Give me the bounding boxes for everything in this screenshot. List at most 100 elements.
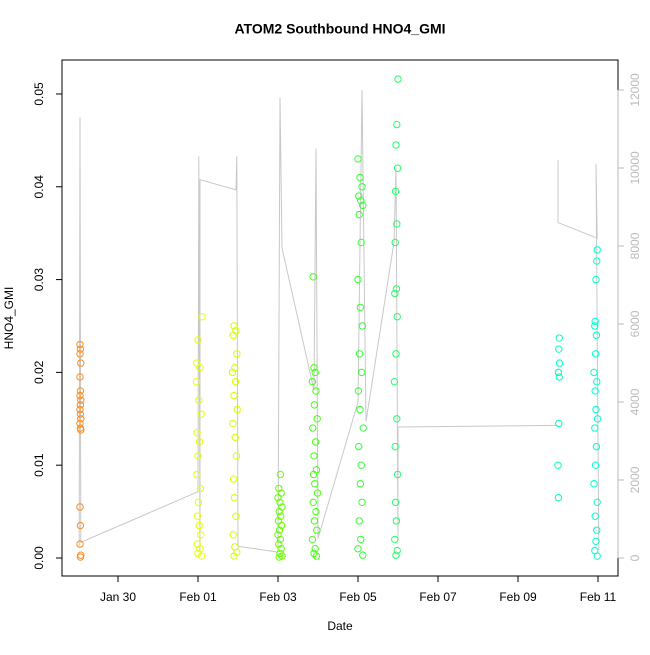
x-tick-label: Jan 30 bbox=[100, 590, 136, 604]
y2-tick-label: 2000 bbox=[628, 466, 642, 493]
point bbox=[593, 526, 601, 534]
y-tick-label: 0.00 bbox=[32, 546, 46, 570]
point bbox=[593, 246, 601, 254]
point bbox=[274, 531, 282, 539]
point bbox=[276, 470, 285, 479]
point bbox=[233, 350, 241, 358]
point bbox=[357, 368, 366, 377]
point bbox=[393, 120, 401, 129]
point bbox=[76, 391, 84, 400]
point bbox=[313, 415, 321, 423]
point bbox=[393, 313, 401, 321]
point bbox=[195, 521, 203, 530]
point bbox=[391, 498, 400, 507]
point bbox=[277, 512, 285, 520]
point bbox=[231, 433, 239, 442]
point bbox=[275, 553, 283, 561]
point bbox=[275, 526, 284, 534]
point bbox=[358, 498, 366, 507]
point bbox=[591, 512, 599, 520]
y-tick-label: 0.03 bbox=[32, 268, 46, 292]
point bbox=[359, 201, 367, 210]
point bbox=[354, 387, 363, 395]
point bbox=[195, 438, 204, 446]
point bbox=[592, 405, 600, 414]
point bbox=[230, 322, 238, 330]
point bbox=[77, 359, 85, 367]
point bbox=[308, 535, 317, 544]
point bbox=[233, 405, 241, 414]
y2-tick-label: 8000 bbox=[628, 232, 642, 259]
point bbox=[555, 373, 563, 381]
point bbox=[274, 493, 282, 502]
point bbox=[310, 364, 318, 372]
point bbox=[192, 377, 201, 386]
point bbox=[196, 364, 204, 372]
point bbox=[391, 187, 400, 196]
point bbox=[229, 531, 237, 539]
point bbox=[229, 475, 238, 483]
point bbox=[311, 438, 320, 446]
point bbox=[195, 396, 203, 404]
point bbox=[391, 442, 399, 451]
point bbox=[275, 540, 283, 548]
point bbox=[76, 410, 85, 418]
point bbox=[76, 345, 85, 353]
point bbox=[555, 419, 563, 428]
point bbox=[312, 387, 320, 395]
point bbox=[193, 470, 201, 479]
point bbox=[591, 317, 599, 326]
point bbox=[354, 155, 362, 163]
x-tick-label: Feb 05 bbox=[339, 590, 377, 604]
point bbox=[392, 551, 400, 559]
point bbox=[193, 512, 202, 520]
point bbox=[310, 401, 319, 409]
point bbox=[357, 238, 365, 247]
y2-tick-label: 12000 bbox=[628, 73, 642, 107]
y-tick-label: 0.01 bbox=[32, 453, 46, 477]
point bbox=[76, 553, 85, 561]
point bbox=[393, 164, 402, 172]
point bbox=[313, 526, 321, 534]
point bbox=[590, 480, 598, 488]
point bbox=[312, 552, 321, 560]
point bbox=[76, 405, 84, 414]
point bbox=[309, 273, 317, 281]
point bbox=[76, 387, 85, 395]
x-tick-label: Feb 09 bbox=[499, 590, 537, 604]
point bbox=[309, 470, 318, 479]
point bbox=[593, 377, 601, 386]
point bbox=[356, 480, 365, 488]
point bbox=[355, 517, 363, 525]
point bbox=[276, 498, 284, 507]
point bbox=[392, 285, 401, 293]
point bbox=[276, 535, 285, 544]
point bbox=[230, 493, 239, 502]
point bbox=[309, 498, 317, 507]
point bbox=[311, 368, 319, 377]
point bbox=[355, 192, 363, 200]
point bbox=[356, 173, 364, 182]
point bbox=[591, 461, 600, 469]
point bbox=[590, 368, 598, 377]
point bbox=[358, 322, 367, 330]
point bbox=[77, 396, 85, 404]
point bbox=[198, 313, 206, 321]
point bbox=[593, 257, 601, 265]
point bbox=[593, 498, 601, 507]
point bbox=[228, 368, 237, 377]
point bbox=[277, 521, 286, 530]
point bbox=[393, 220, 401, 228]
point bbox=[393, 415, 401, 423]
point bbox=[555, 359, 564, 367]
point bbox=[76, 503, 84, 511]
point bbox=[593, 415, 602, 423]
y-tick-label: 0.02 bbox=[32, 360, 46, 384]
y-axis-label: HNO4_GMI bbox=[2, 287, 16, 350]
point bbox=[391, 535, 399, 544]
point bbox=[197, 552, 206, 560]
y-tick-label: 0.05 bbox=[32, 82, 46, 106]
point bbox=[359, 551, 367, 559]
point bbox=[313, 489, 322, 497]
